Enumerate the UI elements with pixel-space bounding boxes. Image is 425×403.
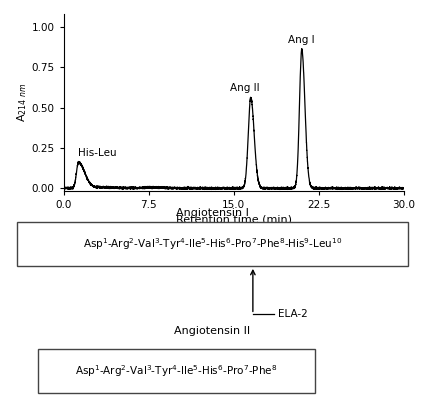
X-axis label: Retention time (min): Retention time (min) (176, 215, 292, 224)
Text: Ang I: Ang I (289, 35, 315, 45)
Text: His-Leu: His-Leu (79, 147, 117, 158)
Text: Asp$^1$-Arg$^2$-Val$^3$-Tyr$^4$-Ile$^5$-His$^6$-Pro$^7$-Phe$^8$-His$^9$-Leu$^{10: Asp$^1$-Arg$^2$-Val$^3$-Tyr$^4$-Ile$^5$-… (83, 236, 342, 252)
Text: Asp$^1$-Arg$^2$-Val$^3$-Tyr$^4$-Ile$^5$-His$^6$-Pro$^7$-Phe$^8$: Asp$^1$-Arg$^2$-Val$^3$-Tyr$^4$-Ile$^5$-… (75, 363, 278, 379)
Text: Ang II: Ang II (230, 83, 260, 93)
Y-axis label: A$_{214\ nm}$: A$_{214\ nm}$ (15, 83, 29, 122)
Text: Angiotensin I: Angiotensin I (176, 208, 249, 218)
FancyBboxPatch shape (17, 222, 408, 266)
Text: ELA-2: ELA-2 (278, 310, 308, 319)
Text: Angiotensin II: Angiotensin II (174, 326, 251, 337)
FancyBboxPatch shape (38, 349, 314, 393)
